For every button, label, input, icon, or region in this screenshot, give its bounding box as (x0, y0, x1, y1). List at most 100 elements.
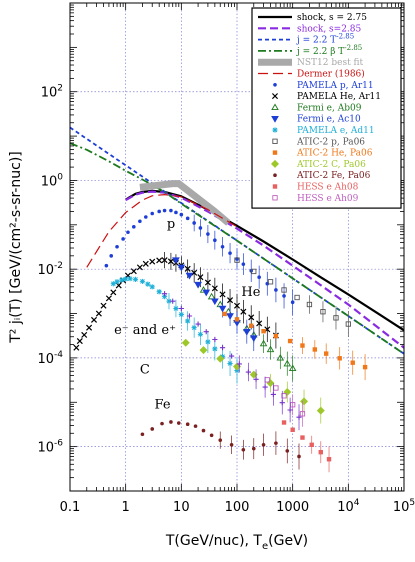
data-point (227, 297, 234, 304)
data-point (229, 353, 235, 359)
annotations: p He e⁻ and e⁺ C Fe (114, 217, 261, 413)
data-point (149, 284, 155, 290)
legend-entry: Dermer (1986) (258, 69, 365, 80)
x-axis-title-main: T(GeV/nuc), T (165, 533, 263, 549)
legend-entry: j = 2.2 β T-2.85 (258, 44, 362, 57)
data-point (266, 345, 275, 353)
data-point (326, 457, 332, 462)
annotation-label: C (140, 362, 150, 377)
legend-label: Fermi e, Ab09 (297, 103, 362, 113)
data-point (287, 407, 293, 413)
data-point (259, 339, 268, 347)
series-6 (104, 208, 295, 316)
data-point (216, 354, 225, 363)
x-tick-label: 105 (393, 498, 415, 515)
x-tick-label: 1 (122, 500, 130, 515)
data-point (333, 315, 339, 321)
data-point (185, 318, 191, 324)
series-line (139, 180, 231, 226)
series-0 (125, 189, 405, 332)
data-point (272, 184, 278, 189)
data-point (362, 364, 368, 370)
data-point (318, 449, 323, 455)
data-point (202, 289, 211, 297)
data-point (279, 400, 285, 406)
data-point (192, 221, 196, 225)
series-line (125, 190, 405, 349)
legend-entry: PAMELA He, Ar11 (271, 92, 381, 102)
x-tick-label: 100 (225, 500, 250, 515)
legend-label: PAMELA e, Ad11 (297, 126, 375, 136)
data-point (236, 361, 242, 367)
data-point (193, 424, 198, 428)
legend-entry: ATIC-2 Fe, Pa06 (273, 171, 371, 181)
data-point (90, 316, 98, 323)
data-point (256, 320, 263, 327)
data-point (132, 276, 139, 282)
x-tick-label: 10 (173, 500, 190, 515)
data-point (274, 441, 278, 445)
x-axis-title-tail: (GeV) (268, 533, 308, 549)
data-point (219, 291, 226, 298)
legend-label: shock, s = 2.75 (297, 13, 367, 23)
legend-entry: ATIC-2 C, Pa06 (271, 159, 366, 170)
data-point (272, 195, 278, 201)
data-point (126, 230, 130, 235)
x-axis-title-sub: e (262, 541, 268, 552)
data-point (132, 225, 136, 229)
data-point (312, 347, 318, 352)
data-point (337, 356, 342, 361)
annotation-label: p (167, 217, 175, 232)
data-point (104, 263, 109, 268)
data-point (251, 268, 257, 275)
data-point (105, 295, 112, 302)
axis-ticks: 0.1 1 10 100 1000 104 105 10-6 10-4 10-2 100 102 (37, 2, 415, 515)
data-point (297, 454, 301, 459)
data-point (161, 291, 168, 297)
data-point (195, 321, 201, 327)
data-point (197, 274, 204, 281)
data-point (345, 321, 351, 327)
data-point (115, 244, 119, 249)
data-point (267, 279, 274, 285)
data-point (172, 257, 180, 265)
series-17 (161, 291, 302, 431)
data-point (290, 427, 295, 432)
data-point (136, 264, 143, 271)
data-point (218, 438, 223, 442)
data-point (185, 272, 194, 280)
data-point (309, 442, 314, 448)
data-point (162, 208, 167, 213)
data-point (157, 209, 161, 214)
data-point (274, 288, 278, 292)
data-point (138, 219, 142, 224)
data-point (150, 211, 155, 216)
legend-entry: PAMELA e, Ad11 (272, 126, 375, 136)
data-point (198, 226, 203, 230)
data-point (248, 314, 255, 321)
legend-label: j = 2.2 T-2.85 (296, 33, 354, 46)
data-point (199, 346, 208, 355)
data-point (161, 294, 168, 300)
data-point (240, 308, 247, 315)
data-point (186, 313, 193, 319)
data-point (169, 208, 173, 213)
data-point (213, 238, 217, 243)
data-point (123, 276, 129, 282)
data-point (242, 328, 251, 336)
data-point (306, 301, 313, 308)
legend-entry: PAMELA p, Ar11 (273, 81, 374, 91)
legend-label: ATIC-2 Fe, Pa06 (296, 171, 371, 181)
data-point (127, 276, 133, 282)
data-point (156, 289, 162, 295)
legend-label: NST12 best fit (297, 58, 364, 68)
annotation-label: He (241, 285, 260, 300)
legend-label: HESS e Ah09 (297, 194, 359, 204)
data-point (296, 414, 302, 420)
data-point (191, 325, 197, 331)
data-point (197, 331, 203, 337)
data-point (253, 376, 259, 382)
legend-entry: ATIC-2 He, Pa06 (272, 149, 373, 159)
data-point (272, 138, 278, 144)
data-point (251, 446, 256, 451)
